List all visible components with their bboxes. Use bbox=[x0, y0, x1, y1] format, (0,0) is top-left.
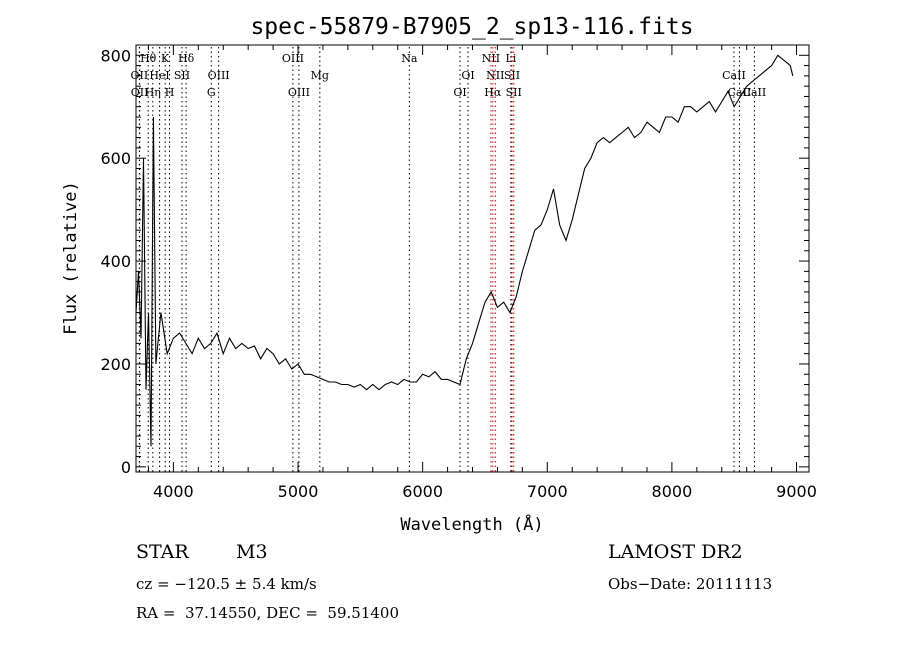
object-type: STAR bbox=[136, 541, 189, 563]
survey-name: LAMOST DR2 bbox=[608, 541, 743, 563]
y-axis: 0 200 400 600 800 bbox=[100, 46, 809, 477]
line-marker-label: SII bbox=[506, 86, 522, 99]
y-tick-label: 0 bbox=[121, 458, 131, 477]
object-subclass: M3 bbox=[236, 541, 268, 563]
line-marker-label: Hθ bbox=[140, 52, 157, 65]
y-tick-label: 800 bbox=[100, 46, 131, 65]
line-marker-label: OI bbox=[461, 69, 474, 82]
y-tick-label: 400 bbox=[100, 252, 131, 271]
x-tick-label: 5000 bbox=[278, 482, 319, 501]
y-tick-label: 600 bbox=[100, 149, 131, 168]
line-marker-label: NII bbox=[486, 69, 504, 82]
line-marker-label: Mg bbox=[311, 69, 329, 82]
x-axis: 4000 5000 6000 7000 8000 9000 bbox=[147, 45, 817, 501]
x-tick-label: 9000 bbox=[776, 482, 817, 501]
line-marker-label: OIII bbox=[282, 52, 304, 65]
line-marker-label: Hη bbox=[145, 86, 161, 99]
x-tick-label: 6000 bbox=[402, 482, 443, 501]
obs-date: Obs−Date: 20111113 bbox=[608, 575, 773, 593]
line-marker-label: OII bbox=[131, 86, 149, 99]
x-tick-label: 4000 bbox=[153, 482, 194, 501]
chart-title: spec-55879-B7905_2_sp13-116.fits bbox=[250, 14, 693, 40]
redshift-value: cz = −120.5 ± 5.4 km/s bbox=[136, 575, 317, 593]
line-marker-label: HeI bbox=[149, 69, 169, 82]
line-marker-label: K bbox=[161, 52, 170, 65]
line-marker-label: G bbox=[207, 86, 216, 99]
line-marker-label: CaII bbox=[743, 86, 767, 99]
line-marker-label: Na bbox=[401, 52, 418, 65]
x-tick-label: 7000 bbox=[527, 482, 568, 501]
line-marker-label: Li bbox=[505, 52, 516, 65]
line-marker-label: SII bbox=[174, 69, 190, 82]
x-axis-label: Wavelength (Å) bbox=[400, 513, 543, 535]
spectrum-line bbox=[135, 54, 794, 447]
line-marker-label: SII bbox=[504, 69, 520, 82]
y-tick-label: 200 bbox=[100, 355, 131, 374]
line-marker-label: Hα bbox=[484, 86, 502, 99]
line-marker-label: Hδ bbox=[178, 52, 195, 65]
line-marker-label: NII bbox=[482, 52, 500, 65]
plot-frame bbox=[135, 44, 810, 473]
line-marker-label: OI bbox=[453, 86, 466, 99]
line-marker-label: H bbox=[165, 86, 175, 99]
line-marker-label: CaII bbox=[722, 69, 746, 82]
y-axis-label: Flux (relative) bbox=[61, 181, 81, 335]
line-marker-label: OIII bbox=[288, 86, 310, 99]
coordinates: RA = 37.14550, DEC = 59.51400 bbox=[136, 604, 400, 622]
x-tick-label: 8000 bbox=[652, 482, 693, 501]
line-marker-label: OIII bbox=[208, 69, 230, 82]
